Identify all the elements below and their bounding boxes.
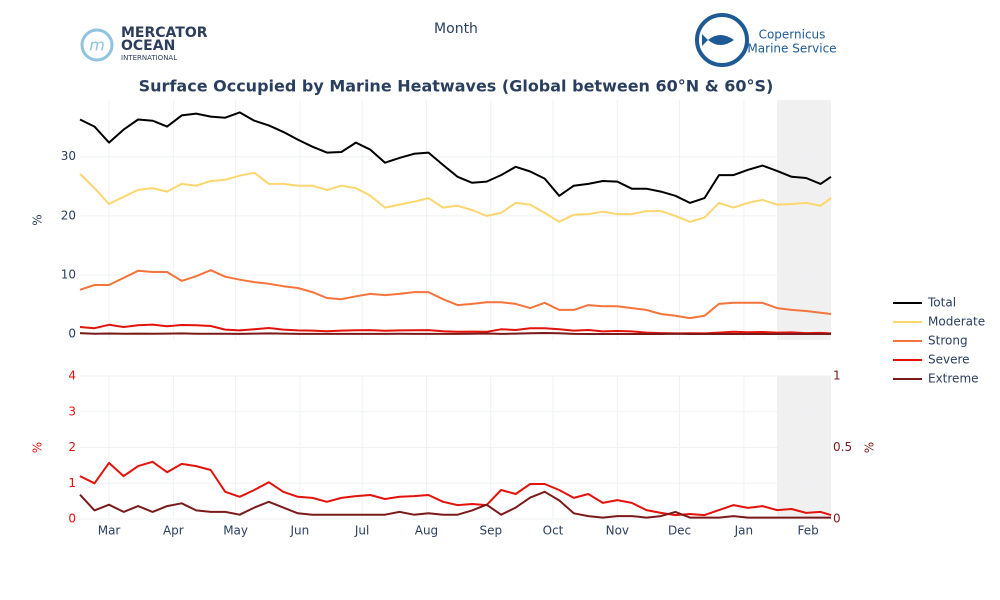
legend-label: Moderate bbox=[928, 315, 985, 329]
y-tick-label: 0 bbox=[68, 512, 76, 526]
y-tick-label: 0 bbox=[68, 327, 76, 341]
shaded-region bbox=[777, 100, 831, 340]
series-line bbox=[79, 111, 832, 204]
series-line bbox=[79, 490, 831, 519]
legend-label: Severe bbox=[928, 353, 970, 367]
logo-text: INTERNATIONAL bbox=[121, 54, 177, 62]
y-tick-label: 2 bbox=[68, 440, 76, 454]
logo-text: OCEAN bbox=[121, 38, 175, 54]
y-tick-label: 20 bbox=[61, 208, 76, 222]
y-axis-title: % bbox=[31, 214, 45, 225]
y2-tick-label: 0.5 bbox=[833, 440, 852, 454]
y2-tick-label: 1 bbox=[833, 369, 841, 383]
x-tick-label: Aug bbox=[415, 524, 438, 538]
legend-label: Total bbox=[927, 296, 956, 310]
x-tick-label: Feb bbox=[798, 524, 819, 538]
y-tick-label: 10 bbox=[61, 267, 76, 281]
y2-axis-title: % bbox=[863, 442, 877, 453]
x-tick-label: Mar bbox=[98, 524, 121, 538]
x-tick-label: Apr bbox=[163, 524, 184, 538]
x-tick-label: Sep bbox=[479, 524, 502, 538]
logo-icon bbox=[80, 28, 114, 62]
series-line bbox=[79, 460, 832, 517]
legend-label: Extreme bbox=[928, 372, 979, 386]
y-axis-title: % bbox=[31, 442, 45, 453]
y-tick-label: 1 bbox=[68, 476, 76, 490]
logo-text: Marine Service bbox=[747, 42, 836, 56]
chart-title: Surface Occupied by Marine Heatwaves (Gl… bbox=[139, 77, 774, 96]
logo-text: Copernicus bbox=[759, 28, 826, 42]
x-tick-label: Jul bbox=[354, 524, 369, 538]
x-tick-label: Oct bbox=[543, 524, 564, 538]
logo-fish bbox=[702, 34, 734, 46]
logo-icon bbox=[695, 13, 749, 67]
x-tick-label: Dec bbox=[668, 524, 691, 538]
y2-tick-label: 0 bbox=[833, 512, 841, 526]
y-tick-label: 4 bbox=[68, 369, 76, 383]
series-line bbox=[79, 332, 831, 335]
series-line bbox=[79, 323, 832, 335]
x-tick-label: May bbox=[223, 524, 248, 538]
logo-letter: m bbox=[89, 36, 105, 55]
legend-label: Strong bbox=[928, 334, 968, 348]
x-tick-label: Jan bbox=[734, 524, 754, 538]
x-tick-label: Jun bbox=[290, 524, 310, 538]
x-tick-label: Nov bbox=[606, 524, 629, 538]
series-line bbox=[79, 171, 832, 223]
y-tick-label: 30 bbox=[61, 149, 76, 163]
copernicus-logo: Copernicus Marine Service bbox=[695, 13, 837, 67]
mercator-logo: m MERCATOR OCEAN INTERNATIONAL bbox=[80, 25, 208, 62]
series-line bbox=[79, 269, 832, 320]
logo-text: MERCATOR bbox=[121, 25, 208, 41]
x-axis-title: Month bbox=[434, 21, 478, 37]
y-tick-label: 3 bbox=[68, 404, 76, 418]
